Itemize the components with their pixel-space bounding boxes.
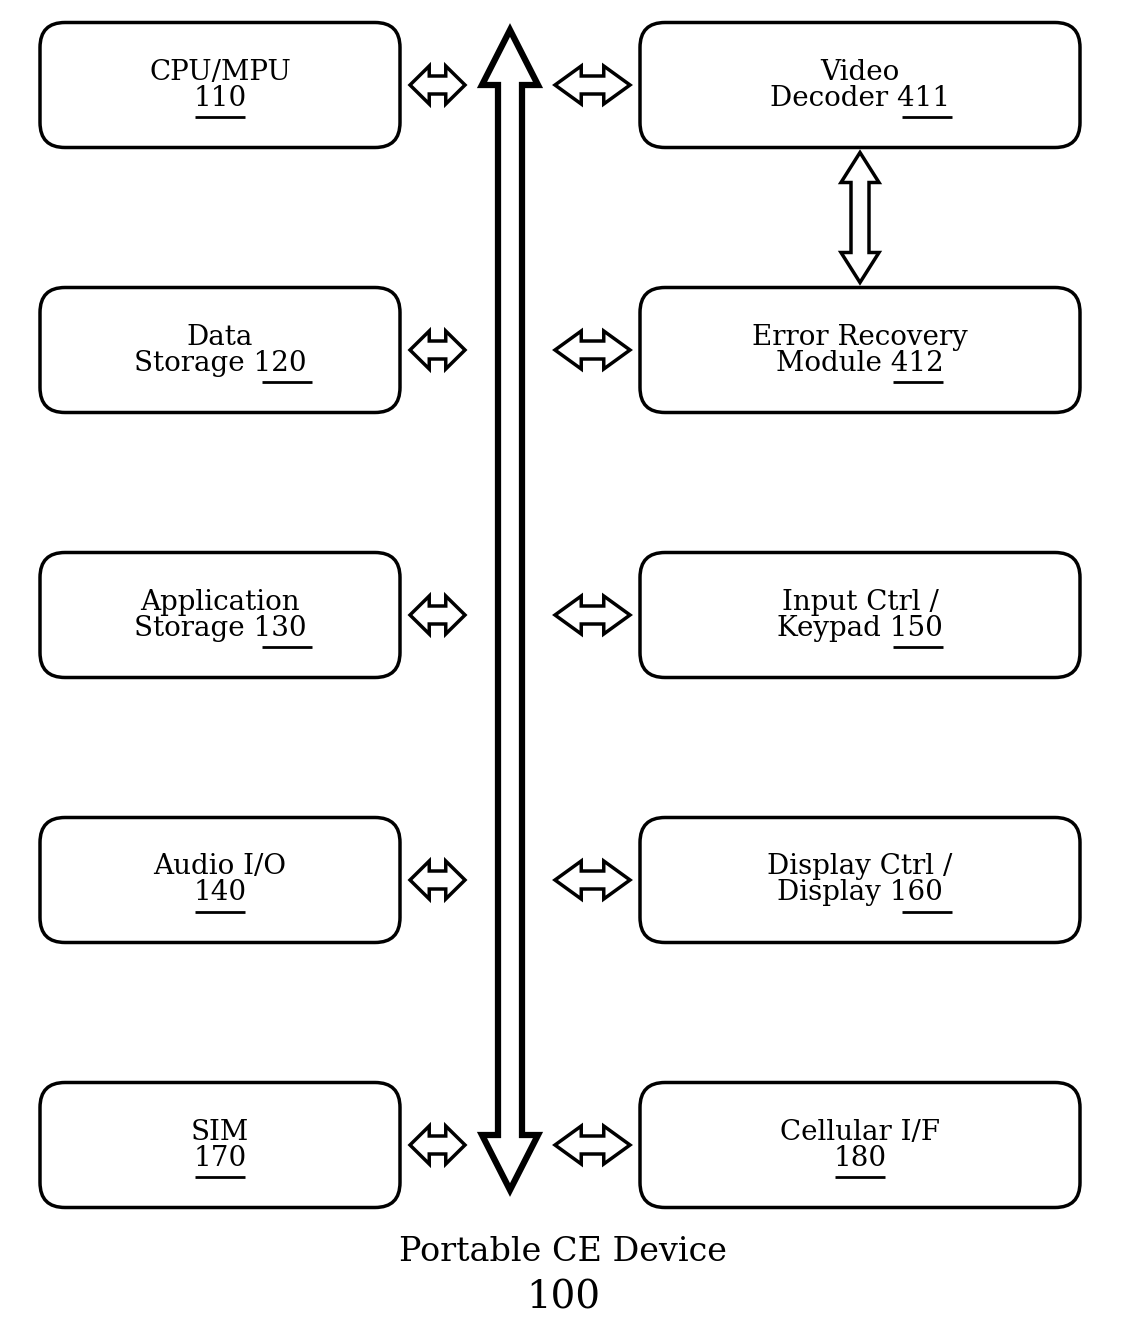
Text: Storage 120: Storage 120 <box>134 350 306 377</box>
Text: 100: 100 <box>526 1280 600 1316</box>
FancyBboxPatch shape <box>640 288 1080 413</box>
Text: Storage 130: Storage 130 <box>134 615 306 642</box>
Text: Application: Application <box>141 588 300 615</box>
FancyBboxPatch shape <box>41 288 400 413</box>
Text: Input Ctrl /: Input Ctrl / <box>781 588 938 615</box>
Text: Data: Data <box>187 323 253 351</box>
Polygon shape <box>410 596 465 634</box>
Text: Display 160: Display 160 <box>777 879 942 906</box>
Text: Portable CE Device: Portable CE Device <box>399 1235 727 1268</box>
FancyBboxPatch shape <box>640 552 1080 678</box>
Polygon shape <box>555 1126 631 1164</box>
Text: Display Ctrl /: Display Ctrl / <box>767 854 953 880</box>
Text: 180: 180 <box>833 1144 886 1171</box>
Text: CPU/MPU: CPU/MPU <box>149 59 291 86</box>
Text: 110: 110 <box>194 84 247 111</box>
Polygon shape <box>410 1126 465 1164</box>
FancyBboxPatch shape <box>640 1083 1080 1207</box>
Text: Cellular I/F: Cellular I/F <box>780 1119 940 1146</box>
Polygon shape <box>410 66 465 105</box>
Text: 140: 140 <box>194 879 247 906</box>
Text: Module 412: Module 412 <box>776 350 944 377</box>
FancyBboxPatch shape <box>41 1083 400 1207</box>
FancyBboxPatch shape <box>640 23 1080 147</box>
Text: Keypad 150: Keypad 150 <box>777 615 942 642</box>
Polygon shape <box>555 331 631 369</box>
Polygon shape <box>555 862 631 899</box>
FancyBboxPatch shape <box>41 552 400 678</box>
Polygon shape <box>410 331 465 369</box>
Polygon shape <box>410 862 465 899</box>
Polygon shape <box>841 153 879 283</box>
Polygon shape <box>555 66 631 105</box>
Polygon shape <box>555 596 631 634</box>
Text: Video: Video <box>821 59 900 86</box>
Text: Audio I/O: Audio I/O <box>153 854 286 880</box>
Polygon shape <box>482 29 538 1190</box>
Text: SIM: SIM <box>191 1119 249 1146</box>
Text: Decoder 411: Decoder 411 <box>770 84 950 111</box>
FancyBboxPatch shape <box>41 23 400 147</box>
FancyBboxPatch shape <box>41 817 400 942</box>
Text: Error Recovery: Error Recovery <box>752 323 968 351</box>
Text: 170: 170 <box>194 1144 247 1171</box>
FancyBboxPatch shape <box>640 817 1080 942</box>
